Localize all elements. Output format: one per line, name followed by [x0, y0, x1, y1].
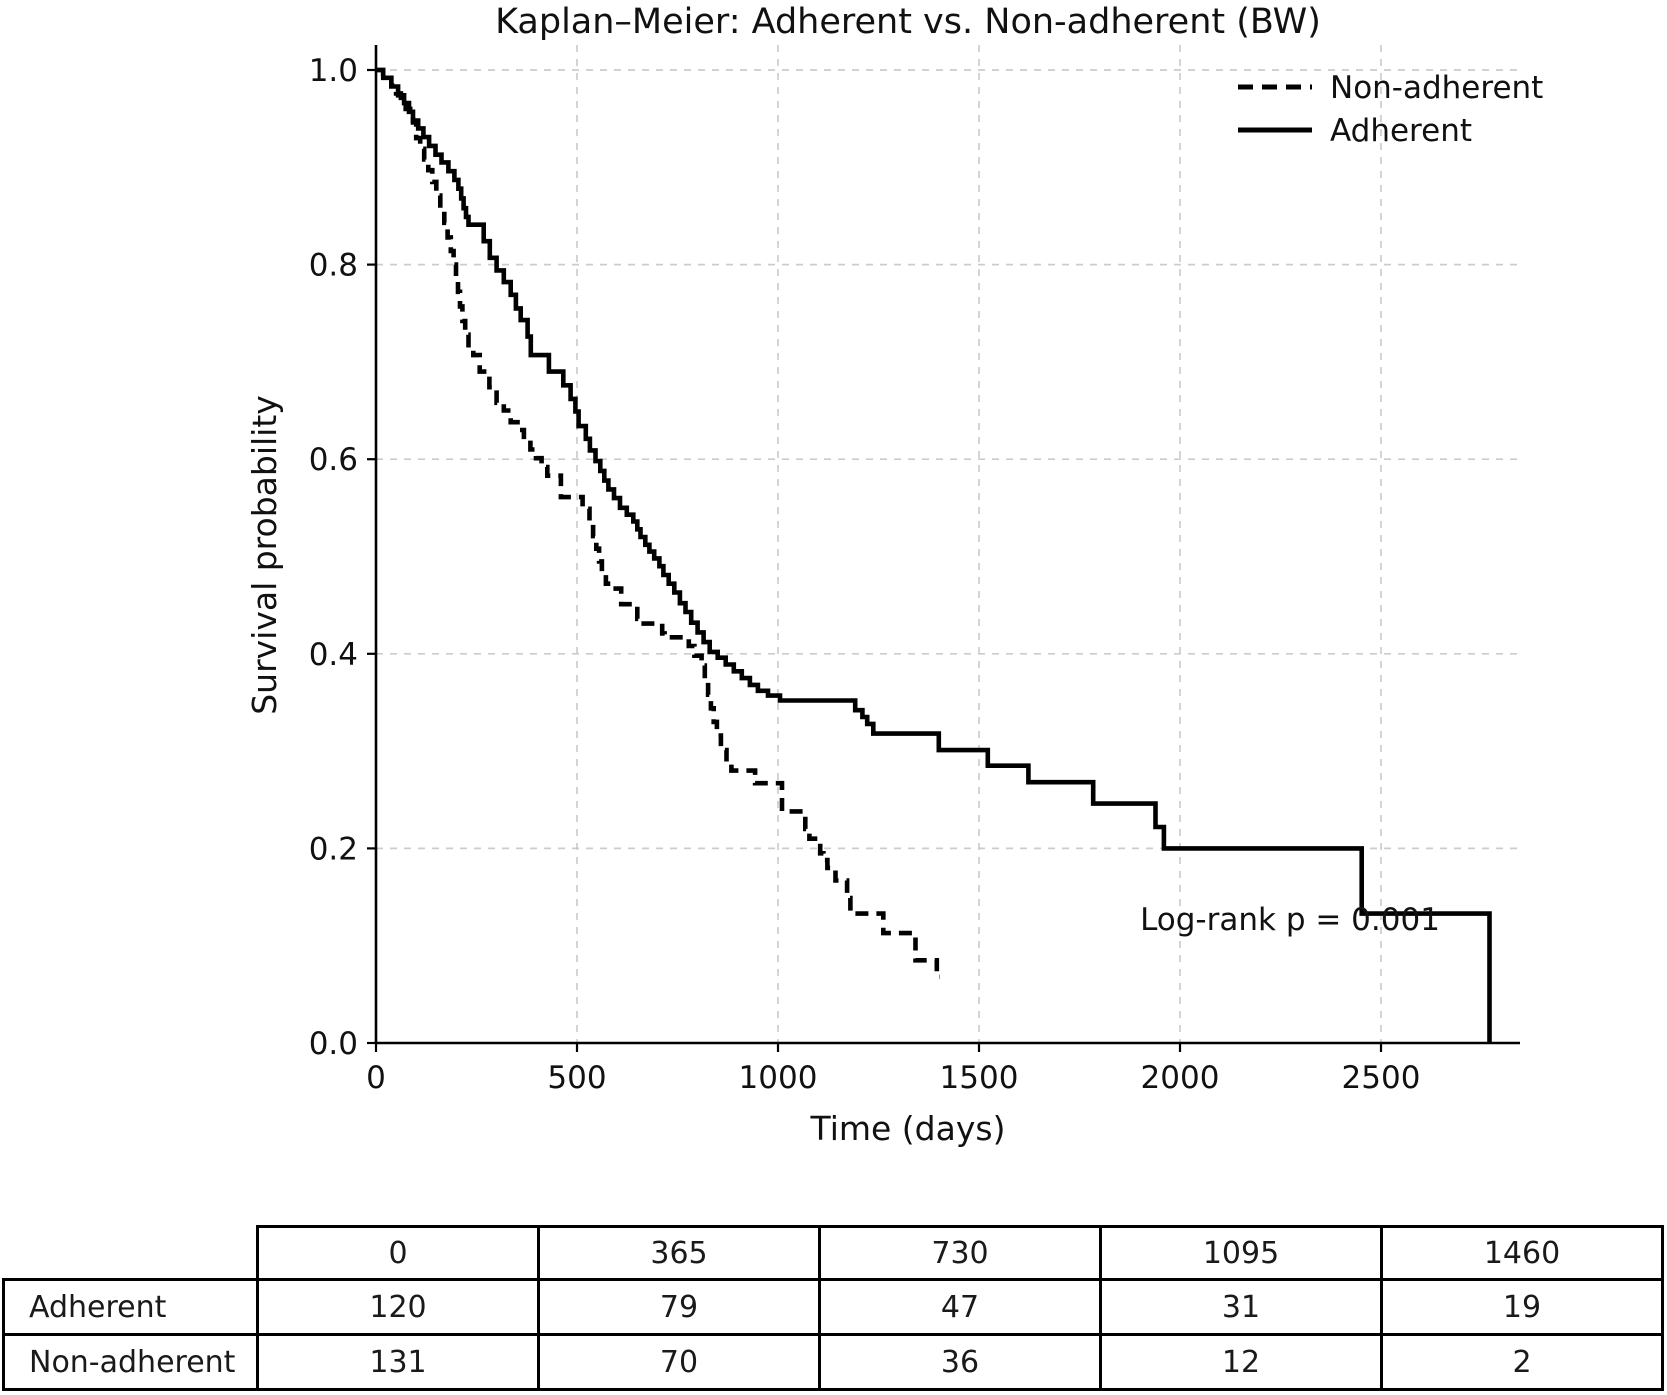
- km-plot: Kaplan–Meier: Adherent vs. Non-adherent …: [245, 2, 1543, 1148]
- risk-table-time-1095: 1095: [1099, 1225, 1383, 1281]
- risk-table-time-1460: 1460: [1380, 1225, 1664, 1281]
- x-tick-label-500: 500: [547, 1060, 606, 1096]
- x-axis-label: Time (days): [810, 1109, 1006, 1148]
- risk-count-cell: 79: [537, 1278, 821, 1336]
- legend: Non-adherent Adherent: [1238, 70, 1543, 149]
- x-tick-label-1500: 1500: [940, 1060, 1019, 1096]
- risk-table-time-0: 0: [256, 1225, 540, 1281]
- x-tick-label-0: 0: [366, 1060, 386, 1096]
- x-tick-label-2000: 2000: [1141, 1060, 1220, 1096]
- risk-table: 0 365 730 1095 1460 Adherent 120 79 47 31 19 Non-ad…: [2, 1225, 1664, 1391]
- legend-label-non-adherent: Non-adherent: [1330, 70, 1543, 106]
- tick-labels: 0 500 1000 1500 2000 2500 0.0 0.2 0.4 0.6 0.8 1.0: [309, 53, 1421, 1096]
- risk-row-label: Adherent: [2, 1278, 259, 1336]
- risk-table-row-adherent: Adherent 120 79 47 31 19: [2, 1278, 1664, 1336]
- risk-count-cell: 70: [537, 1333, 821, 1391]
- plot-title: Kaplan–Meier: Adherent vs. Non-adherent …: [495, 2, 1321, 42]
- risk-count-cell: 12: [1099, 1333, 1383, 1391]
- adherent-curve: [376, 67, 1492, 1043]
- logrank-annotation: Log-rank p = 0.001: [1140, 902, 1440, 938]
- risk-count-cell: 120: [256, 1278, 540, 1336]
- x-tick-label-1000: 1000: [739, 1060, 818, 1096]
- risk-count-cell: 31: [1099, 1278, 1383, 1336]
- y-axis-label: Survival probability: [245, 395, 284, 715]
- axis-ticks: [367, 68, 1383, 1052]
- y-tick-label-0.8: 0.8: [309, 248, 358, 284]
- risk-count-cell: 2: [1380, 1333, 1664, 1391]
- y-tick-label-0.2: 0.2: [309, 831, 358, 867]
- risk-table-time-730: 730: [818, 1225, 1102, 1281]
- gridlines: [376, 45, 1520, 1043]
- legend-label-adherent: Adherent: [1330, 113, 1472, 149]
- axes-spines: [374, 45, 1520, 1045]
- risk-table-blank-cell: [4, 1227, 258, 1280]
- risk-count-cell: 131: [256, 1333, 540, 1391]
- non-adherent-curve: [376, 67, 940, 980]
- risk-table-row-non-adherent: Non-adherent 131 70 36 12 2: [2, 1333, 1664, 1391]
- risk-count-cell: 36: [818, 1333, 1102, 1391]
- y-tick-label-0.6: 0.6: [309, 442, 358, 478]
- risk-table-header-row: 0 365 730 1095 1460: [4, 1225, 1664, 1281]
- x-tick-label-2500: 2500: [1342, 1060, 1421, 1096]
- y-tick-label-0: 0.0: [309, 1026, 358, 1062]
- y-tick-label-0.4: 0.4: [309, 637, 358, 673]
- risk-table-time-365: 365: [537, 1225, 821, 1281]
- y-tick-label-1: 1.0: [309, 53, 358, 89]
- risk-count-cell: 47: [818, 1278, 1102, 1336]
- risk-row-label: Non-adherent: [2, 1333, 259, 1391]
- risk-count-cell: 19: [1380, 1278, 1664, 1336]
